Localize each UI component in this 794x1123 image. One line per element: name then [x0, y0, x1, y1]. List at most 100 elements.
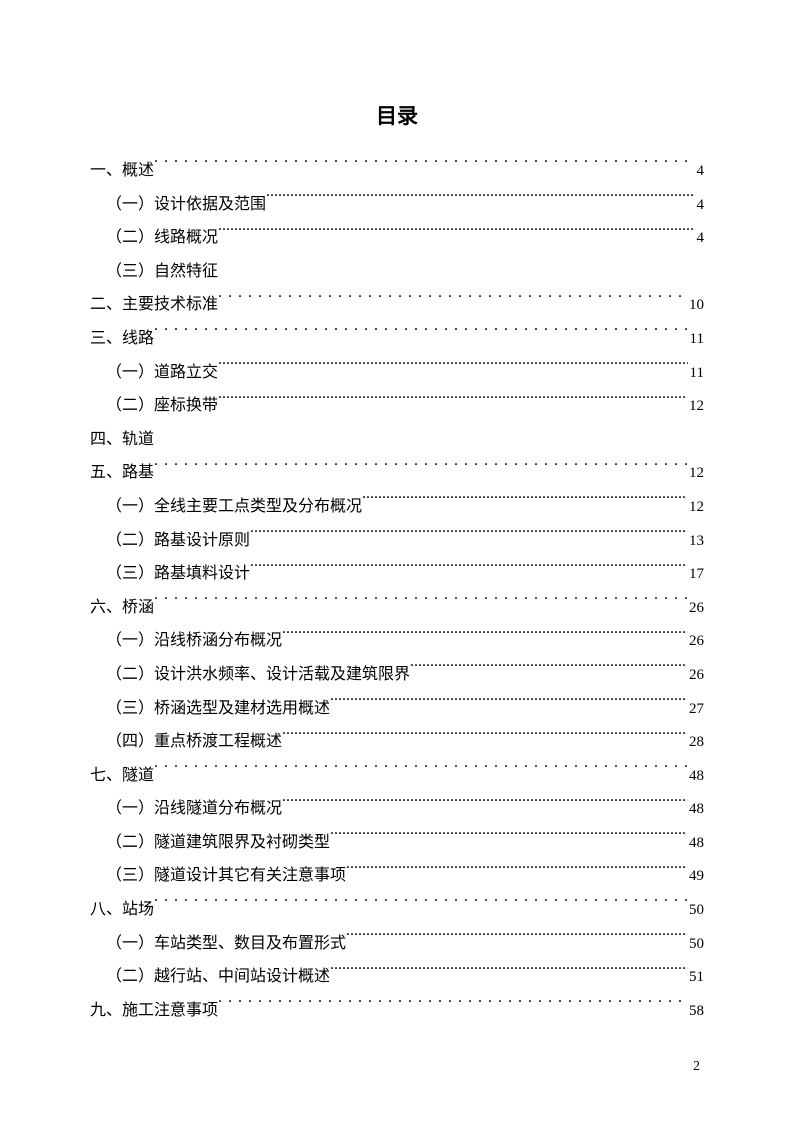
toc-label: （二）路基设计原则: [106, 524, 250, 558]
toc-label: 五、路基: [90, 456, 154, 490]
toc-leader-dots: [218, 999, 687, 1015]
toc-leader-dots: [330, 831, 687, 847]
toc-label: 一、概述: [90, 154, 154, 188]
toc-label: （一）车站类型、数目及布置形式: [106, 927, 346, 961]
toc-leader-dots: [282, 629, 687, 645]
toc-leader-dots: [410, 663, 687, 679]
toc-page-number: 51: [687, 962, 704, 994]
toc-entry: （二）路基设计原则 13: [90, 524, 704, 558]
toc-leader-dots: [266, 193, 694, 209]
toc-label: （二）座标换带: [106, 389, 218, 423]
toc-page-number: 4: [695, 156, 705, 188]
toc-leader-dots: [154, 327, 688, 343]
toc-entry: 二、主要技术标准 10: [90, 288, 704, 322]
toc-leader-dots: [154, 764, 687, 780]
toc-title: 目录: [90, 100, 704, 130]
toc-entry: （二）设计洪水频率、设计活载及建筑限界 26: [90, 658, 704, 692]
toc-page-number: 12: [687, 492, 704, 524]
toc-entry: 七、隧道 48: [90, 759, 704, 793]
toc-entry: 四、轨道: [90, 423, 704, 457]
toc-label: （三）隧道设计其它有关注意事项: [106, 859, 346, 893]
toc-entry: 九、施工注意事项 58: [90, 994, 704, 1028]
toc-page-number: 11: [688, 324, 704, 356]
toc-leader-dots: [346, 864, 687, 880]
toc-page-number: 28: [687, 727, 704, 759]
toc-label: 九、施工注意事项: [90, 994, 218, 1028]
toc-label: （二）线路概况: [106, 221, 218, 255]
toc-leader-dots: [250, 529, 687, 545]
toc-page-number: 50: [687, 929, 704, 961]
toc-leader-dots: [154, 159, 694, 175]
toc-entry: （一）车站类型、数目及布置形式 50: [90, 927, 704, 961]
toc-leader-dots: [154, 596, 687, 612]
toc-page-number: 12: [687, 391, 704, 423]
toc-label: 二、主要技术标准: [90, 288, 218, 322]
toc-entry: （三）隧道设计其它有关注意事项 49: [90, 859, 704, 893]
toc-page-number: 49: [687, 861, 704, 893]
toc-entry: 三、线路 11: [90, 322, 704, 356]
toc-label: （二）越行站、中间站设计概述: [106, 960, 330, 994]
toc-entry: （三）桥涵选型及建材选用概述27: [90, 692, 704, 726]
toc-page-number: 48: [687, 828, 704, 860]
toc-entry: 一、概述 4: [90, 154, 704, 188]
toc-label: 八、站场: [90, 893, 154, 927]
toc-label: （四）重点桥渡工程概述: [106, 725, 282, 759]
toc-label: （二）设计洪水频率、设计活载及建筑限界: [106, 658, 410, 692]
toc-entry: （一）设计依据及范围 4: [90, 188, 704, 222]
toc-leader-dots: [330, 697, 687, 713]
toc-entry: （一）道路立交 11: [90, 356, 704, 390]
toc-page-number: 12: [687, 458, 704, 490]
toc-leader-dots: [346, 932, 687, 948]
toc-leader-dots: [330, 965, 687, 981]
toc-page-number: 26: [687, 660, 704, 692]
toc-leader-dots: [218, 394, 687, 410]
toc-label: 六、桥涵: [90, 591, 154, 625]
toc-entry: （三）路基填料设计 17: [90, 557, 704, 591]
toc-entry: （一）全线主要工点类型及分布概况 12: [90, 490, 704, 524]
toc-entry: （二）越行站、中间站设计概述 51: [90, 960, 704, 994]
toc-entry: 六、桥涵 26: [90, 591, 704, 625]
toc-leader-dots: [282, 797, 687, 813]
toc-leader-dots: [154, 461, 687, 477]
toc-entry: （一）沿线桥涵分布概况 26: [90, 624, 704, 658]
toc-container: 一、概述 4 （一）设计依据及范围 4 （二）线路概况 4 （三）自然特征二、主要技术标准 1…: [90, 154, 704, 1027]
toc-page-number: 11: [688, 358, 704, 390]
toc-label: （三）桥涵选型及建材选用概述: [106, 692, 330, 726]
toc-entry: 八、站场50: [90, 893, 704, 927]
toc-page-number: 4: [695, 190, 705, 222]
toc-label: （三）自然特征: [106, 255, 218, 289]
toc-label: 三、线路: [90, 322, 154, 356]
toc-page-number: 13: [687, 526, 704, 558]
toc-entry: （一）沿线隧道分布概况 48: [90, 792, 704, 826]
toc-entry: 五、路基 12: [90, 456, 704, 490]
toc-label: （二）隧道建筑限界及衬砌类型: [106, 826, 330, 860]
toc-label: （一）沿线桥涵分布概况: [106, 624, 282, 658]
toc-label: （一）设计依据及范围: [106, 188, 266, 222]
toc-entry: （三）自然特征: [90, 255, 704, 289]
toc-page-number: 58: [687, 996, 704, 1028]
toc-entry: （二）座标换带 12: [90, 389, 704, 423]
toc-leader-dots: [250, 562, 687, 578]
toc-leader-dots: [282, 730, 687, 746]
toc-leader-dots: [218, 293, 687, 309]
toc-entry: （四）重点桥渡工程概述 28: [90, 725, 704, 759]
toc-label: （一）沿线隧道分布概况: [106, 792, 282, 826]
toc-leader-dots: [218, 361, 688, 377]
page-number: 2: [693, 1059, 700, 1075]
toc-label: 四、轨道: [90, 423, 154, 457]
toc-page-number: 26: [687, 626, 704, 658]
toc-page-number: 17: [687, 559, 704, 591]
toc-leader-dots: [362, 495, 687, 511]
toc-page-number: 4: [695, 223, 705, 255]
toc-page-number: 48: [687, 761, 704, 793]
toc-label: （三）路基填料设计: [106, 557, 250, 591]
toc-label: 七、隧道: [90, 759, 154, 793]
toc-page-number: 48: [687, 794, 704, 826]
toc-page-number: 26: [687, 593, 704, 625]
toc-leader-dots: [154, 898, 687, 914]
toc-entry: （二）隧道建筑限界及衬砌类型 48: [90, 826, 704, 860]
toc-leader-dots: [218, 226, 694, 242]
toc-label: （一）道路立交: [106, 356, 218, 390]
toc-label: （一）全线主要工点类型及分布概况: [106, 490, 362, 524]
toc-page-number: 10: [687, 290, 704, 322]
